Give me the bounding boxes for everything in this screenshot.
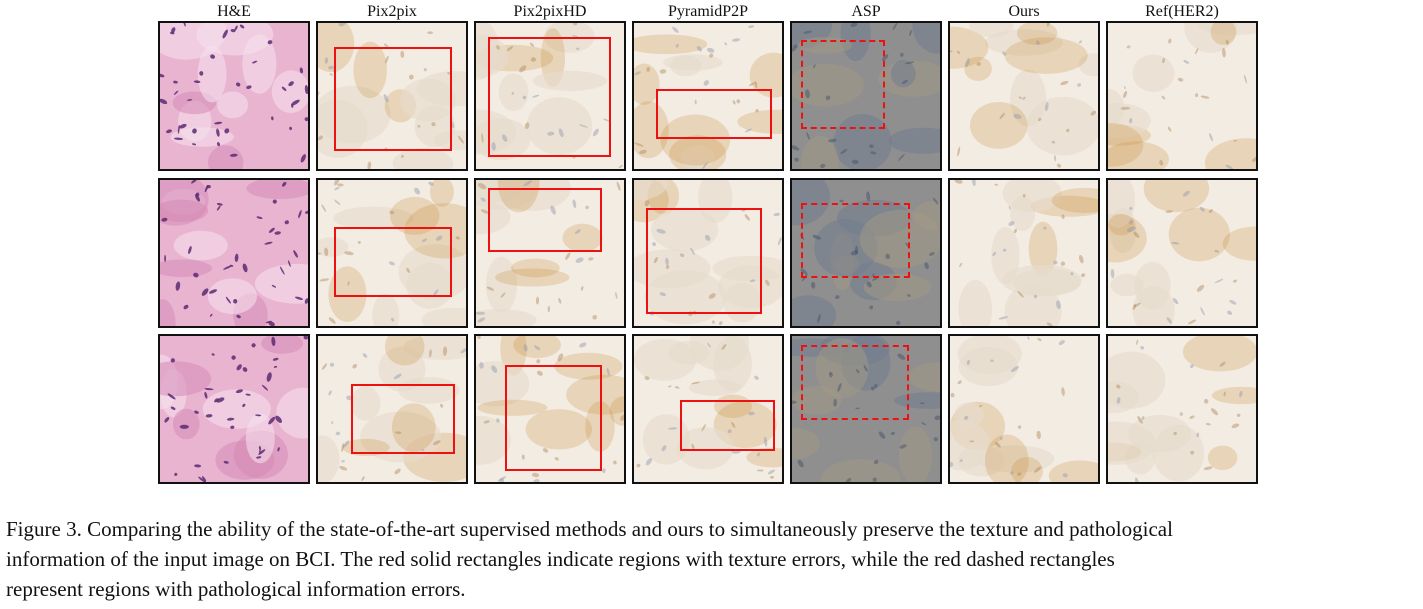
solid-error-rectangle	[680, 400, 775, 451]
column-header-pyramidp2p: PyramidP2P	[667, 3, 748, 20]
column-header-ours: Ours	[1008, 3, 1040, 20]
tile-row2-pyramidp2p	[632, 178, 784, 328]
caption-line-3: represent regions with pathological info…	[6, 577, 466, 601]
column-header-pix2pixhd: Pix2pixHD	[513, 3, 587, 20]
dashed-error-rectangle	[801, 203, 910, 278]
solid-error-rectangle	[351, 384, 455, 454]
tile-row2-ours	[948, 178, 1100, 328]
tile-row1-ours	[948, 21, 1100, 171]
dashed-error-rectangle	[801, 40, 885, 129]
tile-row3-ref-her2	[1106, 334, 1258, 484]
column-header-pix2pix: Pix2pix	[367, 3, 417, 20]
tile-row1-asp	[790, 21, 942, 171]
tile-row1-pyramidp2p	[632, 21, 784, 171]
solid-error-rectangle	[488, 37, 611, 157]
tile-row2-pix2pixhd	[474, 178, 626, 328]
solid-error-rectangle	[505, 365, 602, 471]
caption-line-1: Figure 3. Comparing the ability of the s…	[6, 517, 1173, 541]
figure-caption: Figure 3. Comparing the ability of the s…	[6, 514, 1416, 604]
tile-row3-asp	[790, 334, 942, 484]
tile-row3-pix2pix	[316, 334, 468, 484]
tile-row3-he	[158, 334, 310, 484]
tile-row3-pyramidp2p	[632, 334, 784, 484]
tile-row3-pix2pixhd	[474, 334, 626, 484]
column-header-he: H&E	[217, 3, 251, 20]
tile-row2-ref-her2	[1106, 178, 1258, 328]
column-header-asp: ASP	[851, 3, 881, 20]
comparison-figure: H&E Pix2pix Pix2pixHD PyramidP2P ASP Our…	[158, 3, 1258, 484]
tile-row2-pix2pix	[316, 178, 468, 328]
dashed-error-rectangle	[801, 345, 909, 420]
solid-error-rectangle	[656, 89, 772, 139]
caption-line-2: information of the input image on BCI. T…	[6, 547, 1115, 571]
solid-error-rectangle	[488, 188, 602, 252]
column-header-ref-her2: Ref(HER2)	[1145, 3, 1219, 20]
tile-row1-pix2pix	[316, 21, 468, 171]
tile-row1-ref-her2	[1106, 21, 1258, 171]
solid-error-rectangle	[334, 227, 452, 297]
solid-error-rectangle	[334, 47, 452, 151]
tile-row1-he	[158, 21, 310, 171]
solid-error-rectangle	[646, 208, 762, 314]
tile-row3-ours	[948, 334, 1100, 484]
tile-row2-he	[158, 178, 310, 328]
tile-row1-pix2pixhd	[474, 21, 626, 171]
tile-row2-asp	[790, 178, 942, 328]
